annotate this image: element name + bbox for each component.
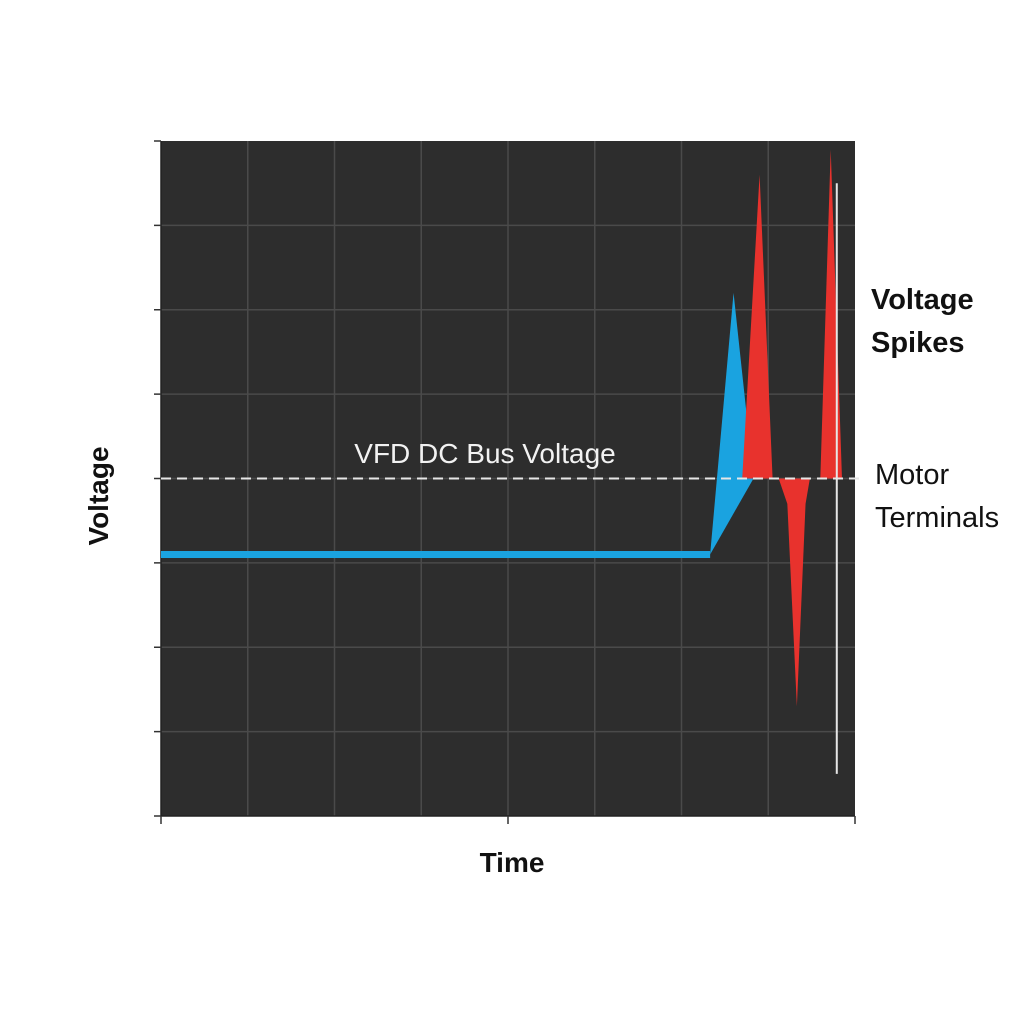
- annotation-line: Spikes: [871, 327, 965, 359]
- annotation-motor-terminals: Motor Terminals: [875, 459, 999, 534]
- series-group: [161, 149, 842, 707]
- annotation-line: Voltage: [871, 284, 974, 316]
- annotation-voltage-spikes: Voltage Spikes: [871, 284, 982, 359]
- overlays: [161, 183, 865, 774]
- series-bus-voltage-spike: [710, 292, 754, 555]
- series-motor-terminal-spikes: [742, 149, 842, 707]
- annotation-line: Motor: [875, 459, 949, 491]
- ref-line-label: VFD DC Bus Voltage: [354, 438, 615, 469]
- labels: VFD DC Bus Voltage Time Voltage Voltage …: [83, 284, 999, 878]
- x-axis-label: Time: [480, 847, 545, 878]
- annotation-line: Terminals: [875, 502, 999, 534]
- y-axis-label: Voltage: [83, 446, 114, 545]
